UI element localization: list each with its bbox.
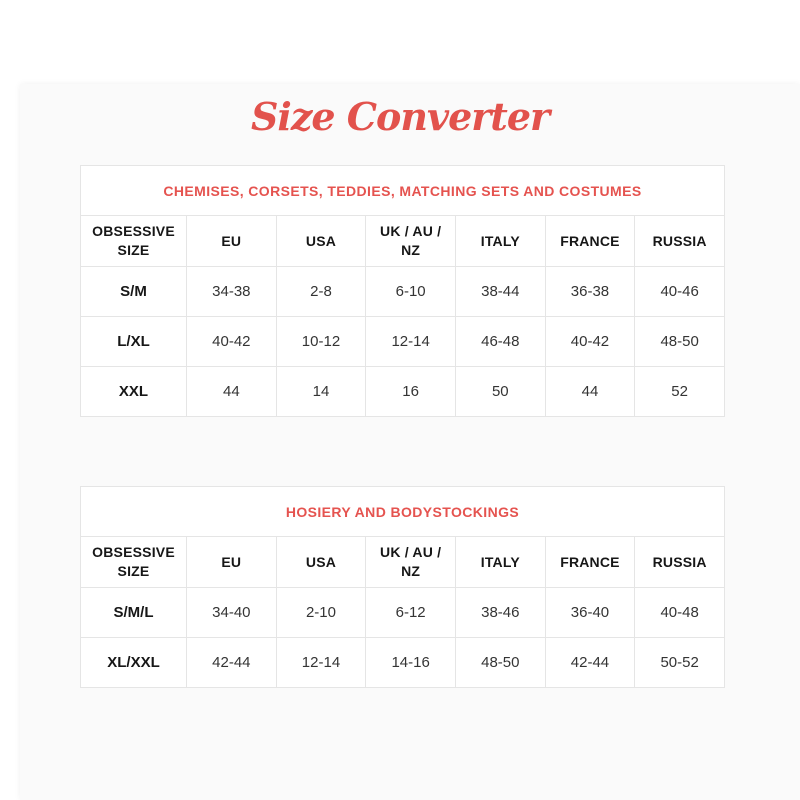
- value-cell: 36-38: [544, 266, 636, 317]
- column-header: OBSESSIVE SIZE: [80, 215, 187, 267]
- column-header: ITALY: [454, 536, 546, 588]
- column-header: UK / AU / NZ: [365, 215, 456, 267]
- table-row: XL/XXL 42-44 12-14 14-16 48-50 42-44 50-52: [80, 637, 725, 688]
- table-row: L/XL 40-42 10-12 12-14 46-48 40-42 48-50: [80, 316, 725, 367]
- table-row: S/M/L 34-40 2-10 6-12 38-46 36-40 40-48: [80, 587, 725, 638]
- value-cell: 40-46: [634, 266, 725, 317]
- value-cell: 16: [365, 366, 456, 417]
- column-header: EU: [186, 215, 277, 267]
- column-header: FRANCE: [544, 536, 636, 588]
- column-header: USA: [275, 215, 367, 267]
- table-row: S/M 34-38 2-8 6-10 38-44 36-38 40-46: [80, 266, 725, 317]
- value-cell: 34-40: [186, 587, 277, 638]
- column-header: UK / AU / NZ: [365, 536, 456, 588]
- column-header: OBSESSIVE SIZE: [80, 536, 187, 588]
- size-cell: XL/XXL: [80, 637, 187, 688]
- value-cell: 44: [186, 366, 277, 417]
- column-header: EU: [186, 536, 277, 588]
- column-header: USA: [275, 536, 367, 588]
- size-cell: XXL: [80, 366, 187, 417]
- table-header-row: OBSESSIVE SIZE EU USA UK / AU / NZ ITALY FRAN…: [80, 215, 725, 267]
- value-cell: 40-48: [634, 587, 725, 638]
- size-table-chemises-corsets: CHEMISES, CORSETS, TEDDIES, MATCHING SET…: [80, 165, 725, 417]
- value-cell: 48-50: [634, 316, 725, 367]
- column-header: RUSSIA: [634, 536, 725, 588]
- value-cell: 48-50: [454, 637, 546, 688]
- value-cell: 6-12: [365, 587, 456, 638]
- value-cell: 38-46: [454, 587, 546, 638]
- value-cell: 12-14: [275, 637, 367, 688]
- page-title: Size Converter: [250, 94, 550, 139]
- size-cell: L/XL: [80, 316, 187, 367]
- value-cell: 42-44: [186, 637, 277, 688]
- value-cell: 50: [454, 366, 546, 417]
- value-cell: 10-12: [275, 316, 367, 367]
- table-row: XXL 44 14 16 50 44 52: [80, 366, 725, 417]
- size-table-hosiery-bodystockings: HOSIERY AND BODYSTOCKINGS OBSESSIVE SIZE…: [80, 486, 725, 688]
- value-cell: 12-14: [365, 316, 456, 367]
- size-cell: S/M/L: [80, 587, 187, 638]
- value-cell: 2-8: [275, 266, 367, 317]
- value-cell: 40-42: [186, 316, 277, 367]
- size-cell: S/M: [80, 266, 187, 317]
- table-header-row: OBSESSIVE SIZE EU USA UK / AU / NZ ITALY FRAN…: [80, 536, 725, 588]
- table-banner-row: HOSIERY AND BODYSTOCKINGS: [80, 486, 725, 537]
- value-cell: 36-40: [544, 587, 636, 638]
- column-header: ITALY: [454, 215, 546, 267]
- column-header: RUSSIA: [634, 215, 725, 267]
- value-cell: 52: [634, 366, 725, 417]
- value-cell: 38-44: [454, 266, 546, 317]
- value-cell: 34-38: [186, 266, 277, 317]
- value-cell: 50-52: [634, 637, 725, 688]
- value-cell: 40-42: [544, 316, 636, 367]
- table-banner-row: CHEMISES, CORSETS, TEDDIES, MATCHING SET…: [80, 165, 725, 216]
- value-cell: 14-16: [365, 637, 456, 688]
- value-cell: 42-44: [544, 637, 636, 688]
- table-title: CHEMISES, CORSETS, TEDDIES, MATCHING SET…: [80, 165, 725, 216]
- value-cell: 46-48: [454, 316, 546, 367]
- column-header: FRANCE: [544, 215, 636, 267]
- value-cell: 6-10: [365, 266, 456, 317]
- table-title: HOSIERY AND BODYSTOCKINGS: [80, 486, 725, 537]
- value-cell: 44: [544, 366, 636, 417]
- value-cell: 2-10: [275, 587, 367, 638]
- value-cell: 14: [275, 366, 367, 417]
